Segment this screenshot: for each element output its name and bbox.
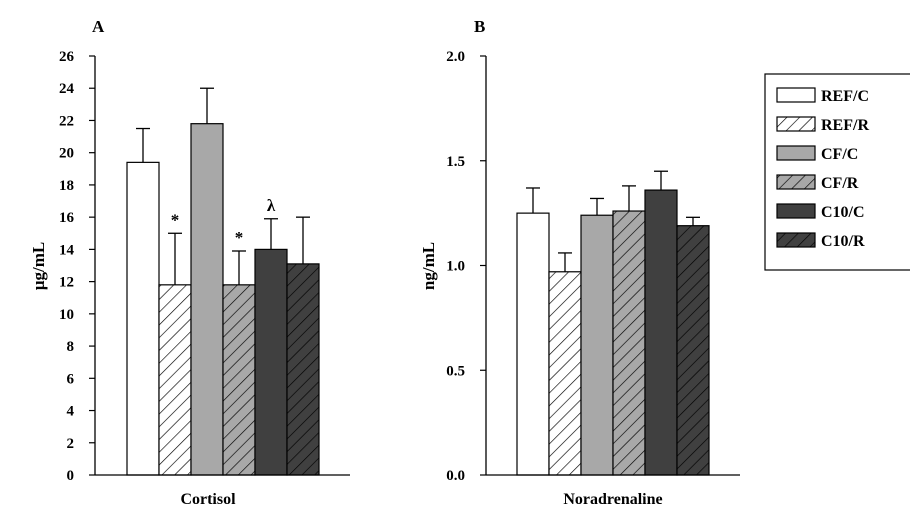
y-tick-label: 1.0 [446,259,465,275]
y-axis-title-a: µg/mL [29,242,48,291]
legend-swatch-cf-c [776,145,816,161]
significance-marker-c10-c: λ [267,196,276,215]
chart-panel-cortisol: A µg/mL Cortisol **λ 0246810121416182022… [29,17,350,508]
bar-cf-r [222,284,256,476]
panel-label-b: B [474,17,485,36]
y-tick-label: 2.0 [446,49,465,65]
legend-swatch-ref-c [776,87,816,103]
y-tick-label: 2 [67,436,75,452]
legend-label-cf-r: CF/R [821,175,859,192]
category-label-noradrenaline: Noradrenaline [563,491,662,508]
legend: REF/C REF/R CF/C CF/R C10/C C10/R [764,73,910,271]
legend-swatch-ref-r [776,116,816,132]
y-tick-label: 8 [67,339,75,355]
y-tick-label: 16 [59,210,75,226]
panel-label-a: A [92,17,105,36]
y-tick-label: 24 [59,81,75,97]
legend-label-c10-c: C10/C [821,204,865,221]
y-tick-label: 1.5 [446,154,465,170]
bars-group-b [516,170,710,476]
y-tick-label: 22 [59,113,74,129]
bar-cf-c [190,123,224,476]
y-tick-label: 20 [59,146,74,162]
bar-ref-c [516,212,550,476]
bar-c10-r [676,225,710,476]
bar-ref-c [126,161,160,476]
bar-ref-r [158,284,192,476]
bar-ref-r [548,271,582,476]
legend-label-cf-c: CF/C [821,146,858,163]
y-tick-label: 0 [67,468,75,484]
y-tick-label: 6 [67,371,75,387]
bar-cf-c [580,214,614,476]
significance-marker-ref-r: * [171,210,180,229]
y-tick-label: 10 [59,307,74,323]
significance-marker-cf-r: * [235,228,244,247]
legend-label-ref-c: REF/C [821,88,869,105]
legend-label-ref-r: REF/R [821,117,869,134]
legend-swatch-cf-r [776,174,816,190]
y-tick-label: 0.5 [446,363,465,379]
bar-c10-c [254,248,288,476]
y-tick-label: 12 [59,275,74,291]
legend-label-c10-r: C10/R [821,233,865,250]
y-tick-label: 4 [67,404,75,420]
y-tick-label: 0.0 [446,468,465,484]
y-tick-label: 18 [59,178,74,194]
legend-swatch-c10-c [776,203,816,219]
chart-panel-noradrenaline: B ng/mL Noradrenaline 0.0 0.5 1.0 1.5 2.0 [419,17,740,508]
y-axis-title-b: ng/mL [419,242,438,290]
bar-cf-r [612,210,646,476]
category-label-cortisol: Cortisol [180,491,236,508]
bar-c10-r [286,263,320,476]
y-tick-label: 14 [59,242,75,258]
bars-group-a: * * λ [126,87,320,476]
legend-swatch-c10-r [776,232,816,248]
y-tick-label: 26 [59,49,75,65]
bar-c10-c [644,189,678,476]
axes-b: 0.0 0.5 1.0 1.5 2.0 [446,49,740,484]
